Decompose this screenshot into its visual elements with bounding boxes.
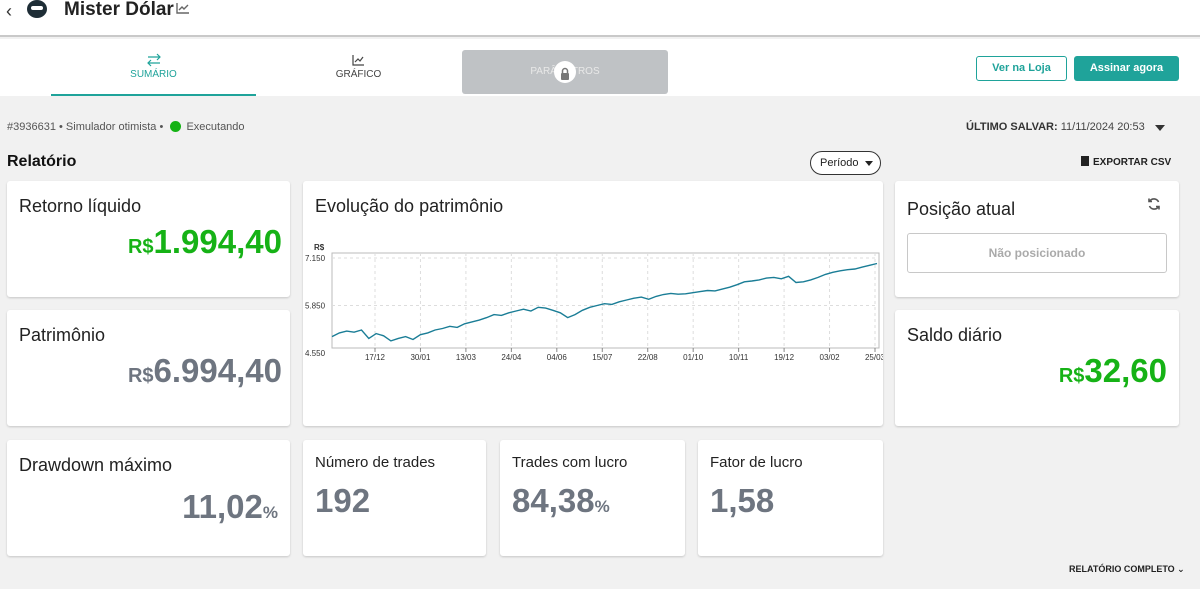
max-drawdown-card: Drawdown máximo 11,02% xyxy=(7,440,290,556)
chart-x-tick-label: 22/08 xyxy=(638,353,659,362)
currency-symbol: R$ xyxy=(127,365,154,387)
profit-factor-value: 1,58 xyxy=(710,482,774,520)
trades-count-amount: 192 xyxy=(315,482,371,519)
equity-card: Patrimônio R$6.994,40 xyxy=(7,310,290,426)
chart-x-tick-label: 30/01 xyxy=(410,353,431,362)
chart-y-tick-label: 5.850 xyxy=(305,302,326,311)
equity-label: Patrimônio xyxy=(19,325,106,345)
winning-trades-amount: 84,38 xyxy=(512,482,595,519)
tab-grafico[interactable]: GRÁFICO xyxy=(256,53,461,96)
current-position-label: Posição atual xyxy=(907,199,1016,219)
report-title: Relatório xyxy=(7,153,77,170)
caret-down-icon xyxy=(865,161,873,166)
simulator-type: Simulador otimista xyxy=(65,121,157,133)
chart-y-tick-label: 4.550 xyxy=(305,349,326,358)
lock-icon xyxy=(554,61,576,83)
daily-balance-value: R$32,60 xyxy=(1059,352,1167,390)
chart-x-tick-label: 15/07 xyxy=(592,353,613,362)
percent-symbol: % xyxy=(262,503,278,522)
winning-trades-label: Trades com lucro xyxy=(512,454,628,471)
position-status: Não posicionado xyxy=(907,233,1167,273)
chart-y-tick-label: 7.150 xyxy=(305,254,326,263)
period-label: Período xyxy=(820,157,859,169)
chart-y-axis-label: R$ xyxy=(314,243,325,252)
swap-arrows-icon xyxy=(147,53,161,67)
equity-evolution-card: Evolução do patrimônio R$ 4.550 5.850 7.150… xyxy=(303,181,883,426)
full-report-label: RELATÓRIO COMPLETO xyxy=(1069,564,1175,574)
back-icon[interactable]: ‹ xyxy=(6,1,12,21)
chart-x-tick-label: 19/12 xyxy=(774,353,795,362)
currency-symbol: R$ xyxy=(127,236,154,258)
chart-x-tick-label: 04/06 xyxy=(547,353,568,362)
chart-series-line xyxy=(331,262,878,342)
chart-x-tick-label: 13/03 xyxy=(456,353,477,362)
profit-factor-label: Fator de lucro xyxy=(710,454,803,471)
robot-id: #3936631 xyxy=(7,121,56,133)
winning-trades-value: 84,38% xyxy=(512,482,610,520)
chart-x-tick-label: 17/12 xyxy=(365,353,386,362)
net-return-card: Retorno líquido R$1.994,40 xyxy=(7,181,290,297)
line-chart-icon xyxy=(352,55,364,66)
subscribe-button[interactable]: Assinar agora xyxy=(1074,56,1179,81)
net-return-amount: 1.994,40 xyxy=(153,223,282,260)
status-dot-icon xyxy=(170,121,182,132)
trades-count-card: Número de trades 192 xyxy=(303,440,486,556)
chart-x-tick-label: 25/03 xyxy=(865,353,883,362)
chart-x-tick-label: 01/10 xyxy=(683,353,704,362)
refresh-icon[interactable] xyxy=(1147,197,1161,211)
equity-evolution-label: Evolução do patrimônio xyxy=(315,196,504,216)
chart-x-tick-label: 10/11 xyxy=(729,353,749,362)
last-saved-value: 11/11/2024 20:53 xyxy=(1060,121,1145,133)
profit-factor-card: Fator de lucro 1,58 xyxy=(698,440,883,556)
equity-line-chart: R$ 4.550 5.850 7.150 17/12 30/01 13/03 24/04 04/… xyxy=(305,243,883,362)
net-return-value: R$1.994,40 xyxy=(128,223,282,261)
daily-balance-card: Saldo diário R$32,60 xyxy=(895,310,1179,426)
tab-parametros-locked[interactable]: PARÂMETROS xyxy=(462,50,668,94)
trend-chart-icon[interactable] xyxy=(176,2,190,14)
view-in-store-button[interactable]: Ver na Loja xyxy=(976,56,1067,81)
tab-grafico-label: GRÁFICO xyxy=(335,69,382,80)
export-csv-button[interactable]: EXPORTAR CSV xyxy=(1081,156,1171,168)
equity-amount: 6.994,40 xyxy=(153,352,282,389)
tab-sumario[interactable]: SUMÁRIO xyxy=(51,53,256,96)
chart-x-tick-label: 03/02 xyxy=(820,353,841,362)
chevron-down-icon[interactable] xyxy=(1155,125,1165,131)
trades-count-value: 192 xyxy=(315,482,370,520)
app-title: Mister Dólar xyxy=(64,0,174,20)
profit-factor-amount: 1,58 xyxy=(710,482,775,519)
chart-x-tick-label: 24/04 xyxy=(501,353,522,362)
last-saved: ÚLTIMO SALVAR: 11/11/2024 20:53 xyxy=(966,121,1145,133)
full-report-link[interactable]: RELATÓRIO COMPLETO ⌄ xyxy=(1069,564,1185,574)
current-position-card: Posição atual Não posicionado xyxy=(895,181,1179,297)
file-icon xyxy=(1081,156,1089,166)
daily-balance-amount: 32,60 xyxy=(1084,352,1167,389)
last-saved-label: ÚLTIMO SALVAR: xyxy=(966,121,1058,133)
daily-balance-label: Saldo diário xyxy=(907,325,1003,345)
net-return-label: Retorno líquido xyxy=(19,196,142,216)
top-bar: ‹ Mister Dólar xyxy=(0,0,1200,37)
tab-bar: SUMÁRIO GRÁFICO PARÂMETROS Ver na Loja A… xyxy=(0,39,1200,96)
winning-trades-card: Trades com lucro 84,38% xyxy=(500,440,685,556)
trades-count-label: Número de trades xyxy=(315,454,436,471)
app-logo xyxy=(27,0,47,18)
chart-plot-frame xyxy=(331,252,880,349)
percent-symbol: % xyxy=(594,497,610,516)
equity-value: R$6.994,40 xyxy=(128,352,282,390)
period-dropdown[interactable]: Período xyxy=(810,151,881,175)
tab-sumario-label: SUMÁRIO xyxy=(130,69,177,80)
status-text: Executando xyxy=(186,121,245,133)
max-drawdown-value: 11,02% xyxy=(182,488,278,526)
max-drawdown-amount: 11,02 xyxy=(182,488,263,525)
currency-symbol: R$ xyxy=(1058,365,1085,387)
robot-meta: #3936631 • Simulador otimista • Executan… xyxy=(7,121,245,133)
max-drawdown-label: Drawdown máximo xyxy=(19,455,173,475)
export-csv-label: EXPORTAR CSV xyxy=(1093,157,1172,168)
